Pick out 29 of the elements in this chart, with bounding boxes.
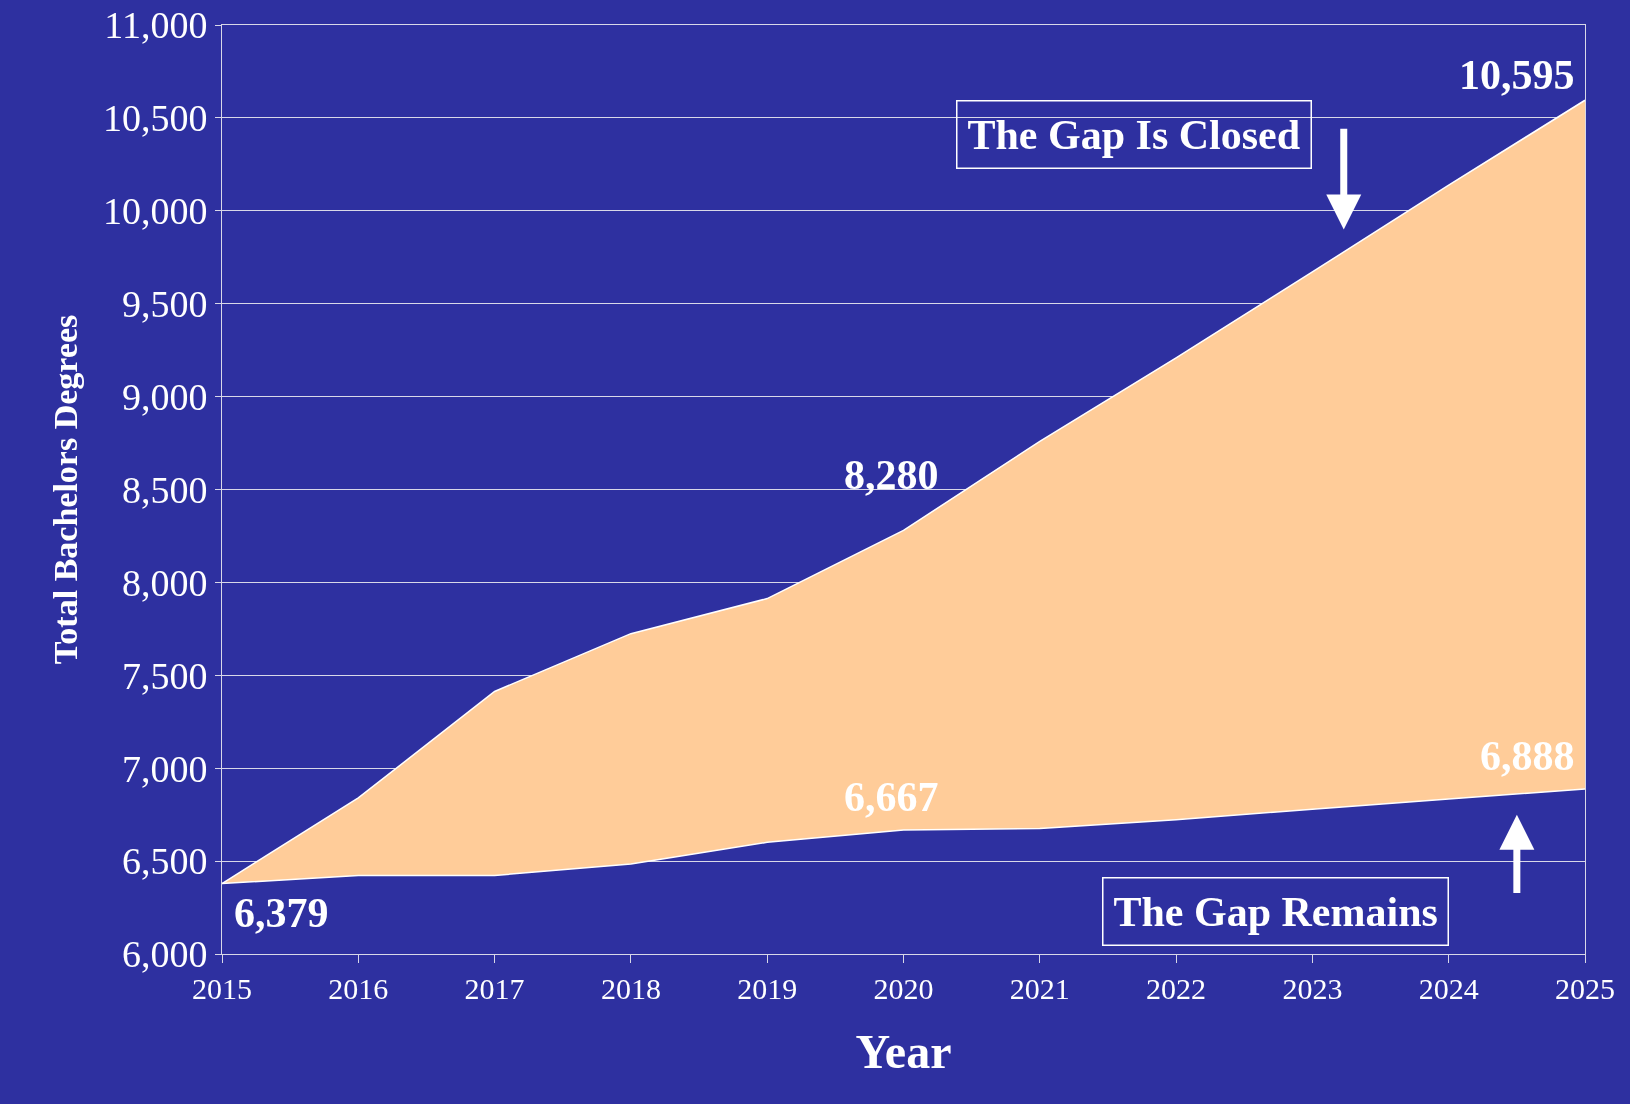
y-tick-label: 7,000 xyxy=(121,747,208,790)
annotation: The Gap Remains xyxy=(1113,888,1438,935)
y-tick-label: 6,500 xyxy=(121,840,208,883)
x-tick-label: 2020 xyxy=(873,972,934,1005)
x-tick-label: 2023 xyxy=(1282,972,1343,1005)
y-tick-label: 9,500 xyxy=(121,283,208,325)
x-axis-title: Year xyxy=(855,1025,952,1079)
annotation: 10,595 xyxy=(1459,52,1575,98)
x-tick-label: 2021 xyxy=(1009,972,1070,1005)
x-tick-label: 2025 xyxy=(1555,972,1615,1005)
x-tick-label: 2022 xyxy=(1146,972,1207,1005)
x-tick-label: 2019 xyxy=(737,972,798,1005)
y-tick-label: 10,000 xyxy=(102,190,208,233)
annotation: 6,888 xyxy=(1480,733,1575,779)
x-tick-label: 2017 xyxy=(464,972,525,1005)
annotation: 6,379 xyxy=(234,890,329,936)
x-tick-label: 2024 xyxy=(1418,972,1479,1005)
y-tick-label: 11,000 xyxy=(104,4,208,47)
annotation: 8,280 xyxy=(844,452,939,498)
annotation: The Gap Is Closed xyxy=(967,111,1301,158)
y-tick-label: 7,500 xyxy=(121,654,208,697)
y-tick-label: 10,500 xyxy=(102,97,208,140)
y-tick-label: 8,500 xyxy=(121,468,208,511)
x-tick-label: 2018 xyxy=(600,972,661,1005)
y-tick-label: 8,000 xyxy=(121,561,208,604)
y-axis-title: Total Bachelors Degrees xyxy=(46,314,84,665)
y-tick-label: 9,000 xyxy=(121,375,208,418)
annotation: 6,667 xyxy=(844,774,939,820)
x-tick-label: 2016 xyxy=(328,972,389,1005)
